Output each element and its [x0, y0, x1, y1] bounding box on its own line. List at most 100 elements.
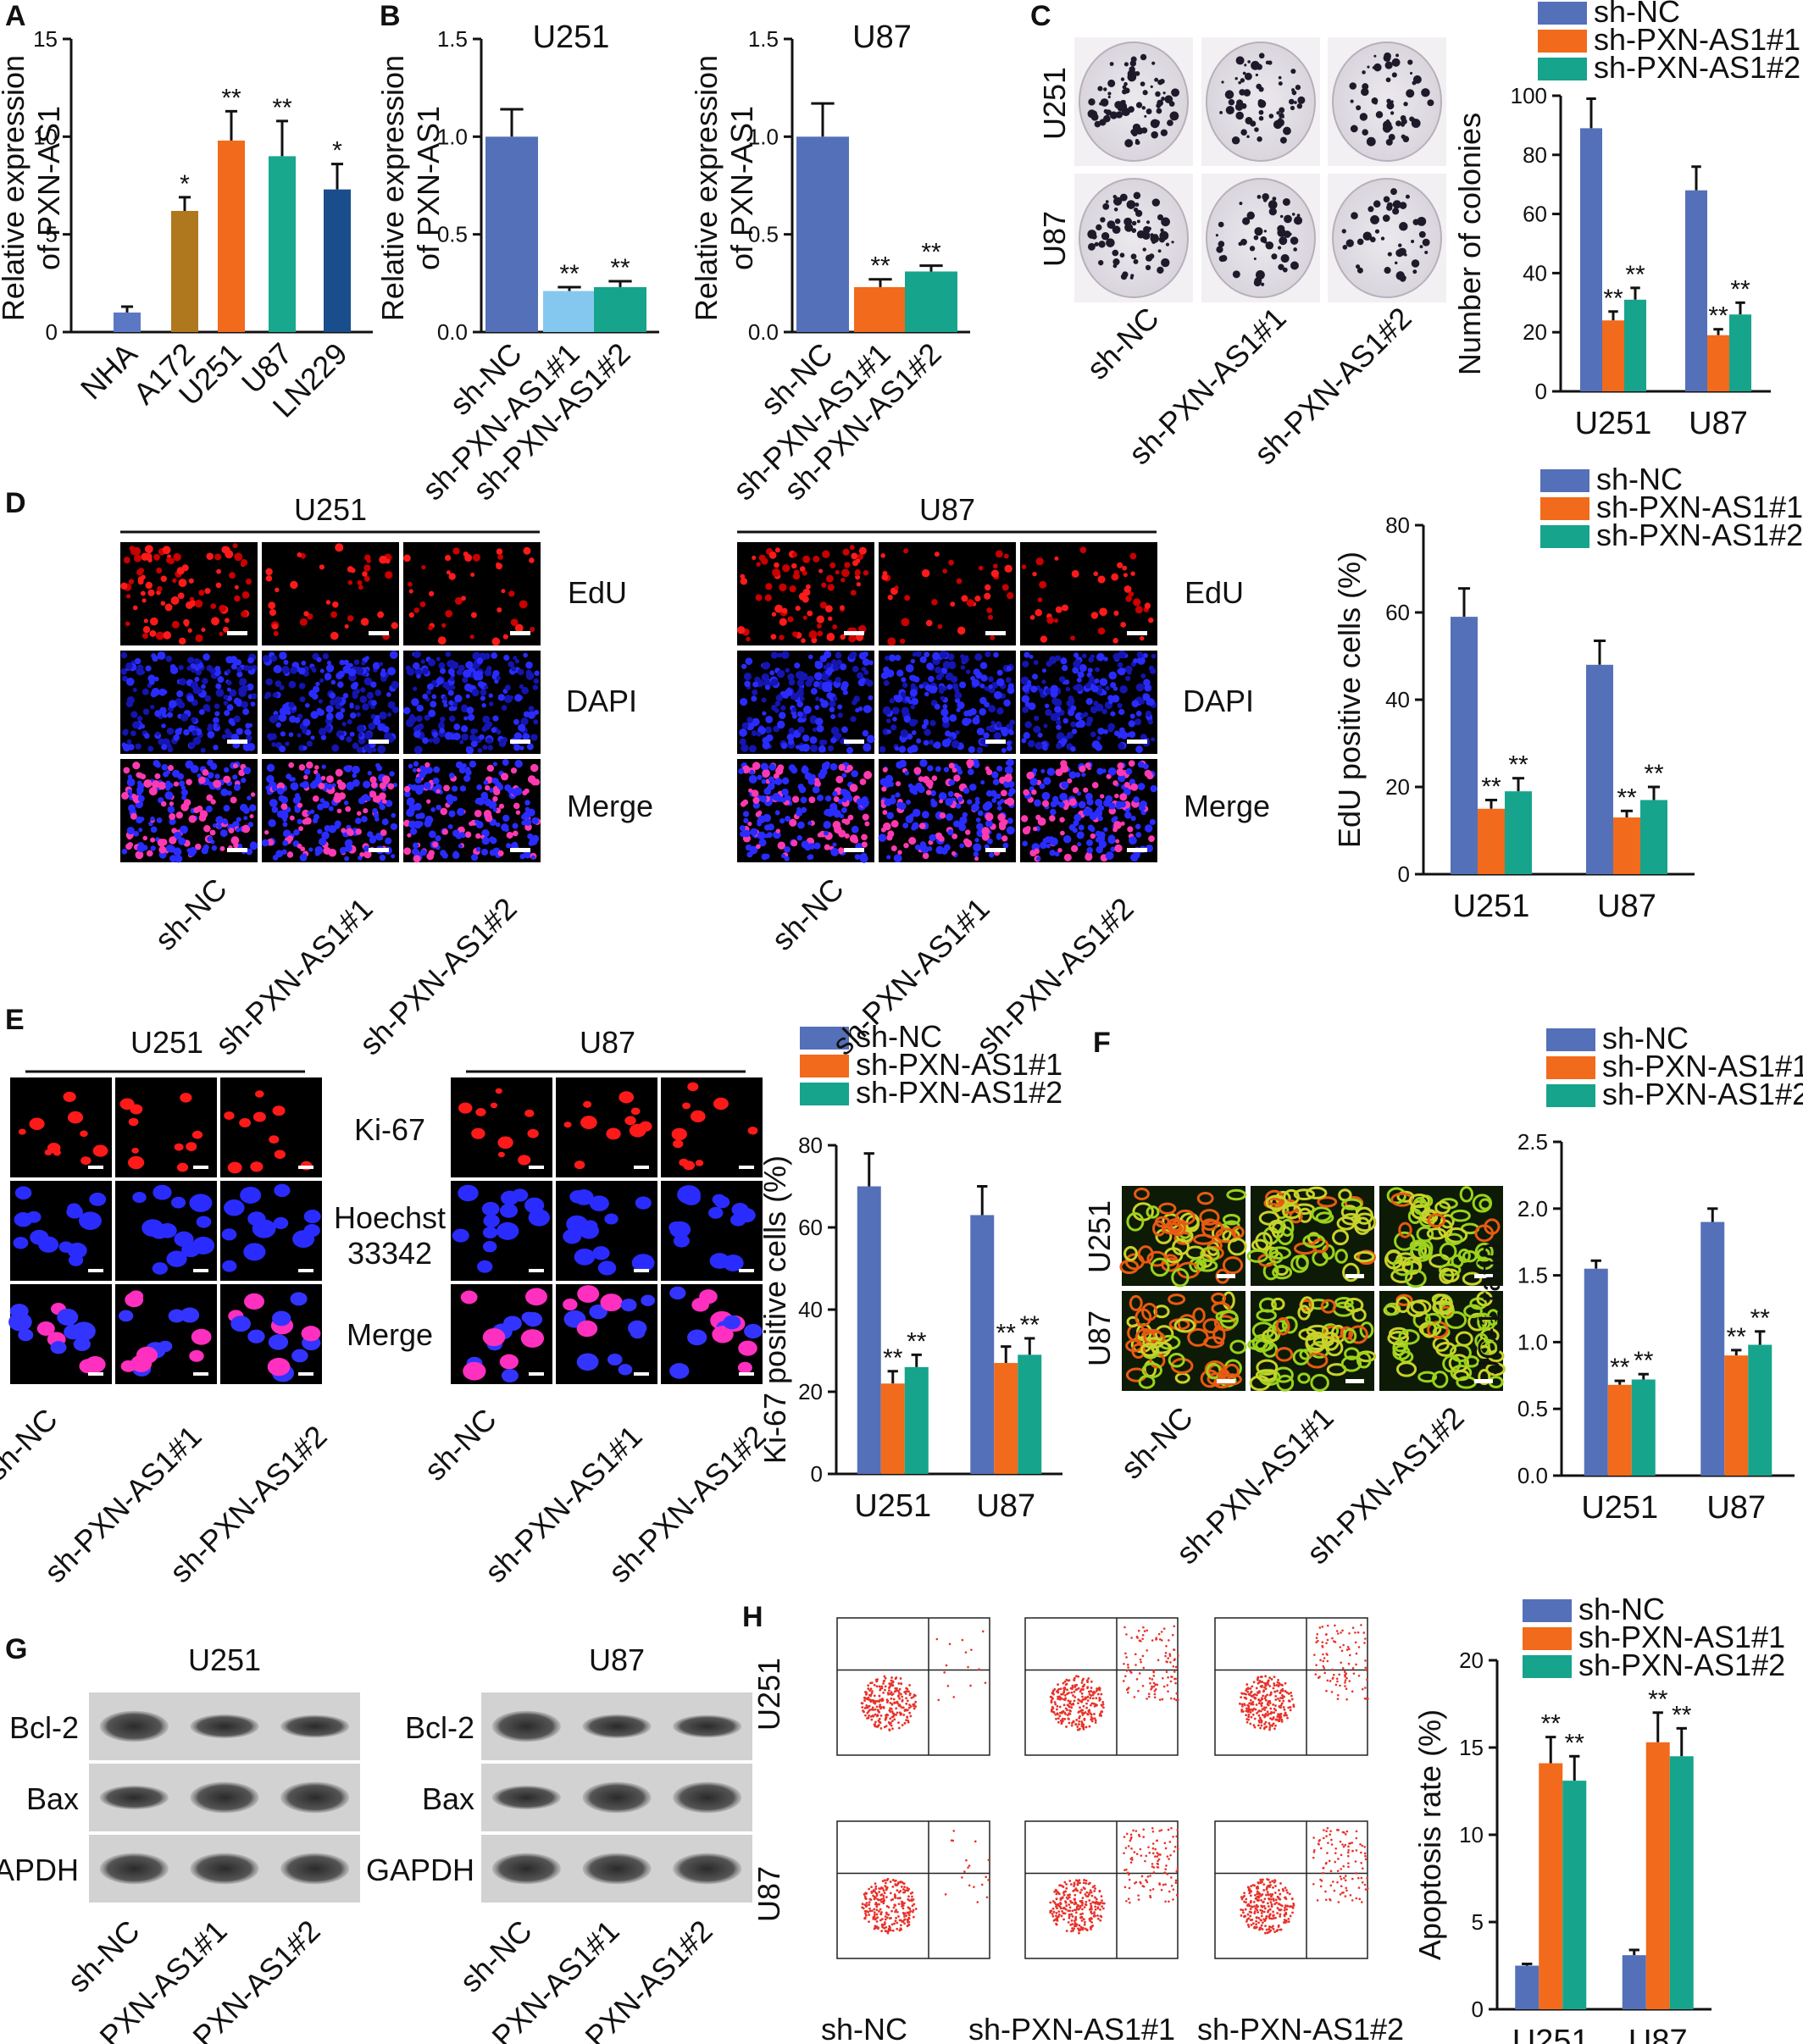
colony-C-U251-1: [1225, 106, 1234, 115]
event-H-U251-1: [1073, 1686, 1077, 1689]
nucleus-D-U87-1-2: [1076, 677, 1082, 683]
colony-C-U87-1: [1282, 267, 1288, 273]
nucleus-D-U251-2-1: [369, 790, 377, 798]
event-H-U251-2: [1274, 1694, 1278, 1698]
nucleus-D-U251-1-2: [458, 664, 465, 672]
event-H-U251-0: [874, 1708, 877, 1711]
nucleus-D-U87-1-2: [1079, 663, 1087, 673]
nucleus-D-U251-1-0: [134, 657, 141, 665]
nucleus-D-U251-1-2: [480, 695, 485, 701]
nucleus-D-U251-2-2: [480, 848, 489, 856]
nucleus-D-U251-1-2: [473, 670, 479, 677]
nucleus-D-U251-0-2: [444, 554, 452, 562]
nucleus-D-U87-2-0: [791, 795, 800, 803]
nucleus-D-U87-2-1: [888, 781, 894, 788]
nucleus-D-U251-1-2: [530, 734, 538, 741]
nucleus-D-U251-0-2: [441, 623, 447, 629]
nucleus-D-U251-2-2: [423, 781, 431, 790]
event-H-U251-0: [890, 1724, 893, 1727]
nucleus-D-U251-2-0: [127, 789, 132, 795]
nucleus-D-U251-1-0: [213, 717, 219, 724]
nucleus-D-U251-0-0: [210, 603, 217, 610]
nucleus-D-U87-0-2: [1040, 635, 1048, 643]
nucleus-D-U251-1-1: [372, 662, 380, 670]
nucleus-D-U251-2-1: [309, 809, 315, 814]
colony-C-U87-0: [1151, 198, 1161, 207]
cell-F-U251-0: [1134, 1187, 1150, 1200]
event-H-U87-0: [868, 1914, 871, 1916]
nucleus-D-U87-1-0: [818, 745, 826, 753]
event-H-U251-2: [1323, 1671, 1326, 1675]
event-H-U251-0: [883, 1675, 886, 1678]
colony-C-U251-2: [1410, 71, 1413, 75]
nucleus-D-U251-2-1: [328, 806, 334, 812]
nucleus-D-U251-2-1: [318, 782, 325, 789]
colony-C-U251-2: [1385, 138, 1393, 146]
cell-F-U251-0: [1226, 1188, 1247, 1201]
nucleus-D-U251-1-1: [342, 693, 349, 699]
nucleus-D-U87-0-0: [807, 610, 813, 617]
nucleus-D-U87-0-0: [801, 638, 806, 644]
nucleus-D-U87-2-0: [767, 823, 774, 831]
nucleus-D-U87-2-0: [854, 854, 861, 861]
nucleus-D-U251-1-1: [329, 692, 336, 699]
nucleus-D-U87-2-1: [938, 792, 947, 801]
nucleus-D-U251-2-2: [430, 807, 436, 812]
cell-F-U87-1: [1348, 1325, 1368, 1344]
nucleus-D-U251-2-2: [414, 776, 422, 784]
colony-C-U251-1: [1247, 60, 1251, 64]
event-H-U251-2: [1364, 1637, 1367, 1640]
nucleus-D-U87-2-1: [968, 784, 977, 791]
nucleus-D-U87-1-0: [807, 675, 814, 684]
nucleus-D-U251-1-1: [377, 745, 386, 754]
nucleus-D-U251-1-2: [533, 709, 540, 716]
nucleus-D-U87-0-1: [957, 626, 966, 635]
colony-C-U87-0: [1145, 264, 1151, 270]
nucleus-E-U87-2-0: [520, 1329, 545, 1348]
nucleus-D-U87-2-0: [840, 806, 847, 813]
nucleus-D-U251-1-1: [310, 735, 315, 740]
nucleus-D-U87-1-1: [935, 666, 942, 674]
panel-letter-h: H: [742, 1601, 763, 1633]
nucleus-D-U251-1-0: [161, 744, 168, 751]
nucleus-D-U251-2-2: [419, 765, 425, 771]
event-H-U251-1: [1080, 1688, 1084, 1691]
event-H-U251-2: [1267, 1679, 1270, 1682]
nucleus-D-U251-1-0: [233, 715, 241, 723]
nucleus-D-U251-1-0: [202, 653, 210, 661]
nucleus-D-U87-1-2: [1039, 688, 1044, 694]
colony-C-U87-1: [1284, 214, 1292, 224]
nucleus-D-U87-2-1: [931, 775, 938, 781]
colony-C-U251-1: [1244, 64, 1247, 67]
nucleus-D-U251-1-1: [301, 660, 307, 666]
event-H-U251-0: [908, 1683, 912, 1687]
event-H-U251-1: [1123, 1662, 1125, 1665]
event-H-U251-0: [866, 1717, 868, 1720]
nucleus-D-U251-2-2: [441, 852, 448, 859]
nucleus-D-U251-2-2: [503, 827, 509, 833]
nucleus-D-U251-1-0: [166, 727, 175, 735]
event-H-U251-0: [865, 1691, 868, 1694]
event-H-U251-2: [1341, 1629, 1344, 1632]
nucleus-D-U87-1-0: [797, 726, 805, 734]
event-H-U251-0: [904, 1692, 907, 1695]
nucleus-D-U251-1-1: [343, 659, 349, 666]
nucleus-D-U251-2-0: [152, 779, 160, 789]
nucleus-D-U87-1-2: [1142, 693, 1151, 701]
nucleus-D-U87-2-2: [1108, 807, 1117, 815]
nucleus-D-U251-1-1: [356, 712, 361, 717]
nucleus-D-U251-2-0: [127, 834, 132, 840]
bar-E-U87-1: [994, 1363, 1018, 1474]
event-H-U251-1: [1068, 1679, 1071, 1682]
nucleus-D-U87-1-1: [903, 715, 912, 723]
nucleus-D-U87-2-2: [1074, 772, 1081, 778]
nucleus-D-U251-0-0: [241, 590, 250, 599]
event-H-U251-0: [890, 1708, 893, 1710]
nucleus-D-U251-1-1: [304, 702, 310, 708]
event-H-U251-0: [901, 1698, 904, 1702]
nucleus-E-U251-2-1: [158, 1340, 173, 1353]
cell-F-U251-0: [1161, 1222, 1183, 1235]
nucleus-D-U87-1-0: [764, 726, 772, 734]
colony-C-U251-2: [1350, 125, 1358, 133]
nucleus-E-U251-0-1: [174, 1143, 184, 1151]
